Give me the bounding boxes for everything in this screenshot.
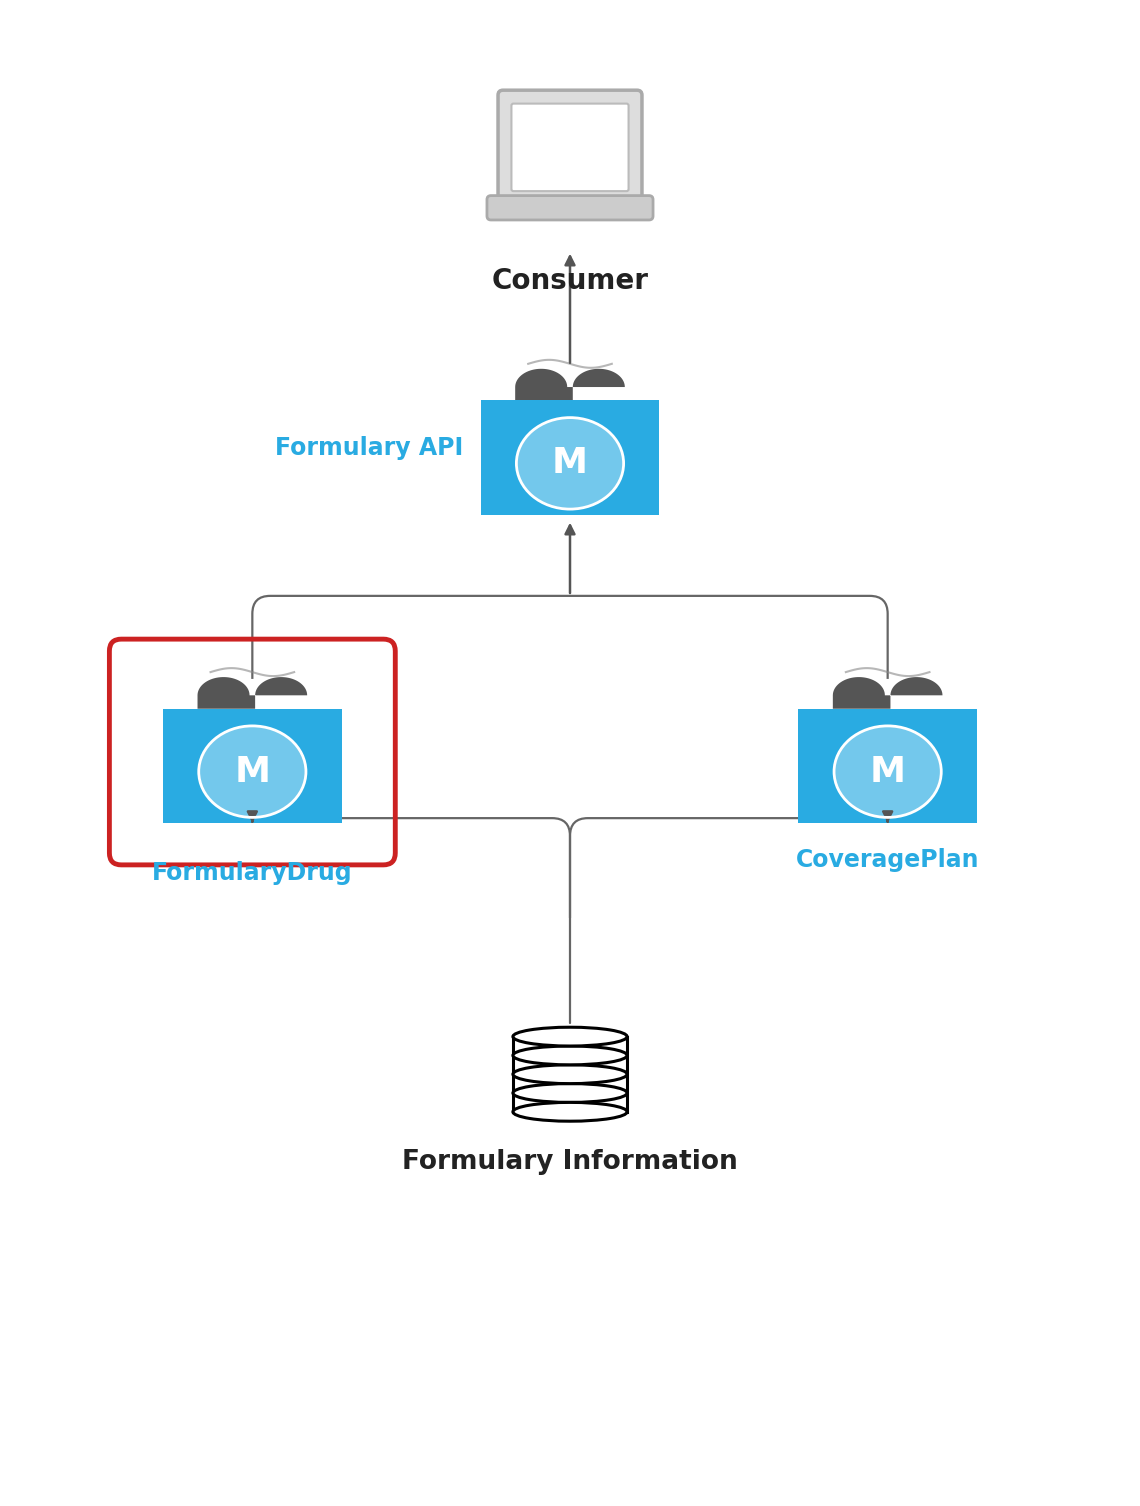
Text: Consumer: Consumer	[491, 267, 649, 295]
FancyBboxPatch shape	[498, 90, 642, 205]
Text: Formulary Information: Formulary Information	[402, 1149, 738, 1175]
Text: M: M	[235, 755, 270, 789]
Ellipse shape	[516, 417, 624, 509]
PathPatch shape	[197, 678, 307, 709]
Ellipse shape	[513, 1065, 627, 1084]
Bar	[513, 1036, 627, 1111]
Ellipse shape	[834, 726, 942, 818]
Ellipse shape	[198, 726, 306, 818]
FancyBboxPatch shape	[163, 709, 342, 824]
Ellipse shape	[513, 1027, 627, 1047]
Text: CoveragePlan: CoveragePlan	[796, 848, 979, 872]
PathPatch shape	[833, 678, 943, 709]
Text: M: M	[870, 755, 905, 789]
Text: FormularyDrug: FormularyDrug	[152, 861, 352, 886]
Ellipse shape	[513, 1102, 627, 1120]
PathPatch shape	[515, 369, 625, 401]
Text: Formulary API: Formulary API	[275, 435, 463, 459]
Ellipse shape	[513, 1047, 627, 1065]
Ellipse shape	[513, 1084, 627, 1102]
FancyBboxPatch shape	[481, 401, 659, 515]
FancyBboxPatch shape	[798, 709, 977, 824]
Text: M: M	[552, 446, 588, 480]
FancyBboxPatch shape	[512, 104, 628, 191]
FancyBboxPatch shape	[487, 196, 653, 220]
